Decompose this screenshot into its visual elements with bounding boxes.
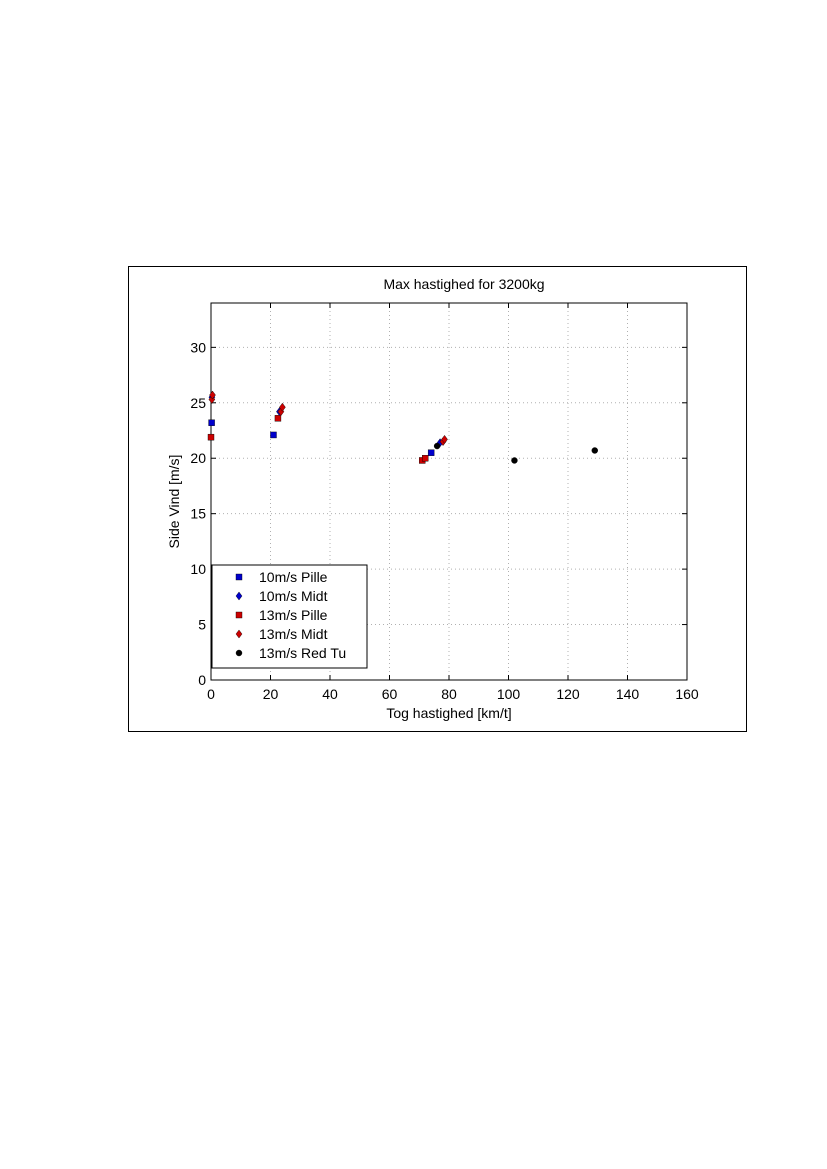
legend: 10m/s Pille 10m/s Midt 13m/s Pille 13m/s Mi…: [211, 564, 368, 669]
axis-ticks: 0 20 40 60 80 100 120 140 160 0 5 10 15 20 25 30: [190, 303, 699, 702]
data-point: [422, 455, 429, 462]
y-tick-label: 30: [190, 339, 206, 355]
scatter-chart: 0 20 40 60 80 100 120 140 160 0 5 10 15 20 25 30 Max ha…: [166, 276, 699, 721]
data-point: [208, 419, 215, 426]
y-tick-label: 5: [198, 617, 206, 633]
legend-entry: 13m/s Midt: [259, 626, 328, 642]
legend-marker: [235, 573, 243, 581]
legend-marker: [235, 629, 243, 639]
data-points: [207, 390, 598, 464]
x-tick-label: 20: [263, 686, 279, 702]
y-tick-label: 0: [198, 672, 206, 688]
grid-lines: [211, 303, 687, 680]
x-tick-label: 80: [441, 686, 457, 702]
data-point: [511, 457, 518, 464]
figure-frame: 0 20 40 60 80 100 120 140 160 0 5 10 15 20 25 30 Max ha…: [128, 266, 747, 732]
data-point: [270, 431, 277, 439]
x-tick-label: 40: [322, 686, 338, 702]
legend-marker: [235, 611, 243, 619]
y-axis-title: Side Vind [m/s]: [166, 455, 182, 549]
data-point: [209, 390, 216, 400]
legend-marker: [235, 591, 243, 601]
legend-entry: 10m/s Pille: [259, 569, 328, 585]
y-tick-label: 10: [190, 561, 206, 577]
y-tick-label: 15: [190, 506, 206, 522]
data-point: [207, 433, 215, 441]
x-tick-label: 100: [497, 686, 521, 702]
data-point: [433, 442, 441, 450]
data-point: [591, 447, 598, 454]
data-point: [279, 402, 286, 412]
data-point: [427, 449, 435, 456]
legend-entry: 13m/s Pille: [259, 607, 328, 623]
x-tick-label: 0: [207, 686, 215, 702]
legend-entry: 10m/s Midt: [259, 588, 328, 604]
x-tick-label: 120: [556, 686, 580, 702]
y-tick-label: 25: [190, 395, 206, 411]
data-point: [274, 415, 282, 422]
x-axis-title: Tog hastighed [km/t]: [386, 705, 511, 721]
chart-title: Max hastighed for 3200kg: [383, 276, 544, 292]
x-tick-label: 60: [382, 686, 398, 702]
y-tick-label: 20: [190, 450, 206, 466]
legend-entry: 13m/s Red Tu: [259, 645, 346, 661]
data-point: [441, 435, 448, 444]
legend-marker: [235, 649, 243, 657]
x-tick-label: 140: [616, 686, 640, 702]
x-tick-label: 160: [675, 686, 699, 702]
